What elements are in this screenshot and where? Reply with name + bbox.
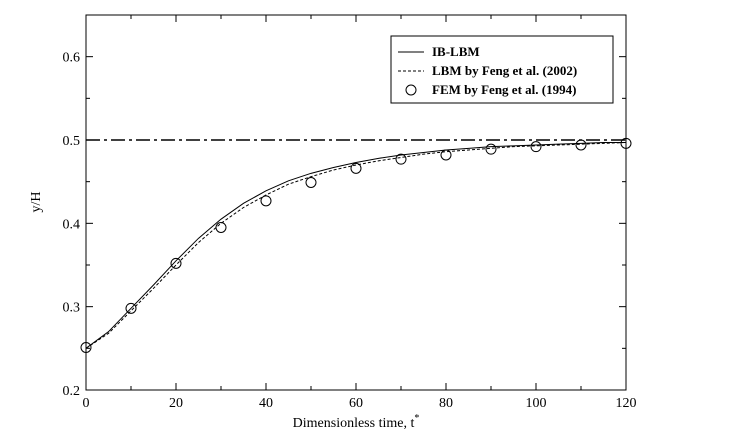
series-line-lbm-feng-2002 [85, 142, 627, 349]
series-markers [80, 137, 632, 353]
legend-box [390, 35, 614, 104]
fem-data-point [350, 162, 362, 174]
y-tick-label: 0.4 [63, 217, 81, 232]
legend-label-lbm-feng-2002: LBM by Feng et al. (2002) [432, 63, 577, 78]
x-tick-label: 0 [83, 396, 90, 411]
series-line-ib-lbm [85, 142, 626, 349]
y-tick-label: 0.5 [63, 134, 81, 149]
x-tick-label: 60 [349, 396, 363, 411]
series-lines [85, 142, 627, 349]
fem-data-point [395, 153, 407, 165]
legend: IB-LBM LBM by Feng et al. (2002) FEM by … [390, 35, 614, 104]
x-tick-label: 80 [439, 396, 453, 411]
x-axis-title-superscript: * [414, 413, 419, 424]
legend-label-fem-feng-1994: FEM by Feng et al. (1994) [432, 82, 576, 97]
fem-data-point [305, 177, 317, 188]
legend-swatch-fem-feng-1994 [405, 84, 417, 96]
fem-data-point [125, 302, 137, 314]
y-tick-label: 0.2 [63, 384, 81, 399]
fem-data-point [485, 143, 497, 155]
fem-data-point [440, 149, 452, 161]
fem-data-point [530, 141, 542, 153]
fem-data-point [260, 195, 272, 207]
fem-data-point [575, 139, 587, 151]
legend-label-ib-lbm: IB-LBM [432, 44, 480, 59]
x-axis-title: Dimensionless time, t* [293, 413, 420, 431]
y-tick-label: 0.3 [63, 301, 81, 316]
fem-data-point [170, 257, 182, 269]
y-tick-label: 0.6 [63, 51, 81, 66]
axis-ticks: 0 20 40 60 80 100 120 0.2 0.3 0.4 0.5 0.6 [63, 15, 637, 411]
fem-data-point [80, 342, 92, 353]
fem-data-point [215, 222, 227, 233]
x-tick-label: 120 [616, 396, 637, 411]
y-axis-title: y/H [29, 192, 44, 213]
x-tick-label: 100 [526, 396, 547, 411]
x-tick-label: 20 [169, 396, 183, 411]
fem-data-point [620, 137, 632, 149]
x-tick-label: 40 [259, 396, 273, 411]
